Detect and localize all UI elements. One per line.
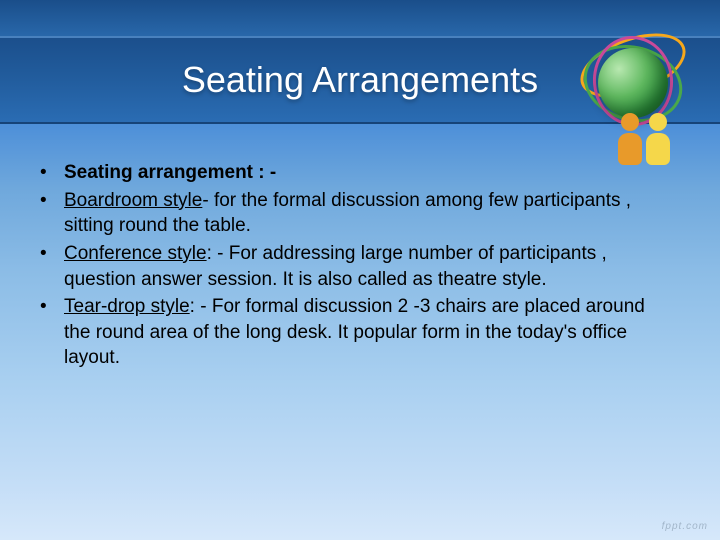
bullet-item: •Conference style: - For addressing larg…: [40, 241, 660, 292]
bullet-text: Seating arrangement : -: [64, 160, 660, 186]
globe-decoration: [578, 28, 698, 168]
bullet-label: Boardroom style: [64, 190, 202, 211]
content-area: •Seating arrangement : -•Boardroom style…: [40, 160, 660, 373]
bullet-item: •Seating arrangement : -: [40, 160, 660, 186]
bullet-text: Conference style: - For addressing large…: [64, 241, 660, 292]
bullet-text: Boardroom style- for the formal discussi…: [64, 188, 660, 239]
globe-icon: [598, 48, 668, 118]
slide: Seating Arrangements •Seating arrangemen…: [0, 0, 720, 540]
page-title: Seating Arrangements: [182, 59, 538, 101]
bullet-text: Tear-drop style: - For formal discussion…: [64, 294, 660, 371]
bullet-item: •Boardroom style- for the formal discuss…: [40, 188, 660, 239]
bullet-marker: •: [40, 294, 64, 371]
bullet-item: •Tear-drop style: - For formal discussio…: [40, 294, 660, 371]
bullet-label: Seating arrangement: [64, 162, 253, 183]
bullet-label: Tear-drop style: [64, 296, 190, 317]
bullet-label-suffix: : -: [207, 243, 224, 264]
watermark: fppt.com: [662, 521, 708, 532]
bullet-marker: •: [40, 188, 64, 239]
bullet-label: Conference style: [64, 243, 207, 264]
bullet-marker: •: [40, 241, 64, 292]
bullet-label-suffix: : -: [253, 162, 276, 183]
bullet-label-suffix: : -: [190, 296, 207, 317]
bullet-marker: •: [40, 160, 64, 186]
